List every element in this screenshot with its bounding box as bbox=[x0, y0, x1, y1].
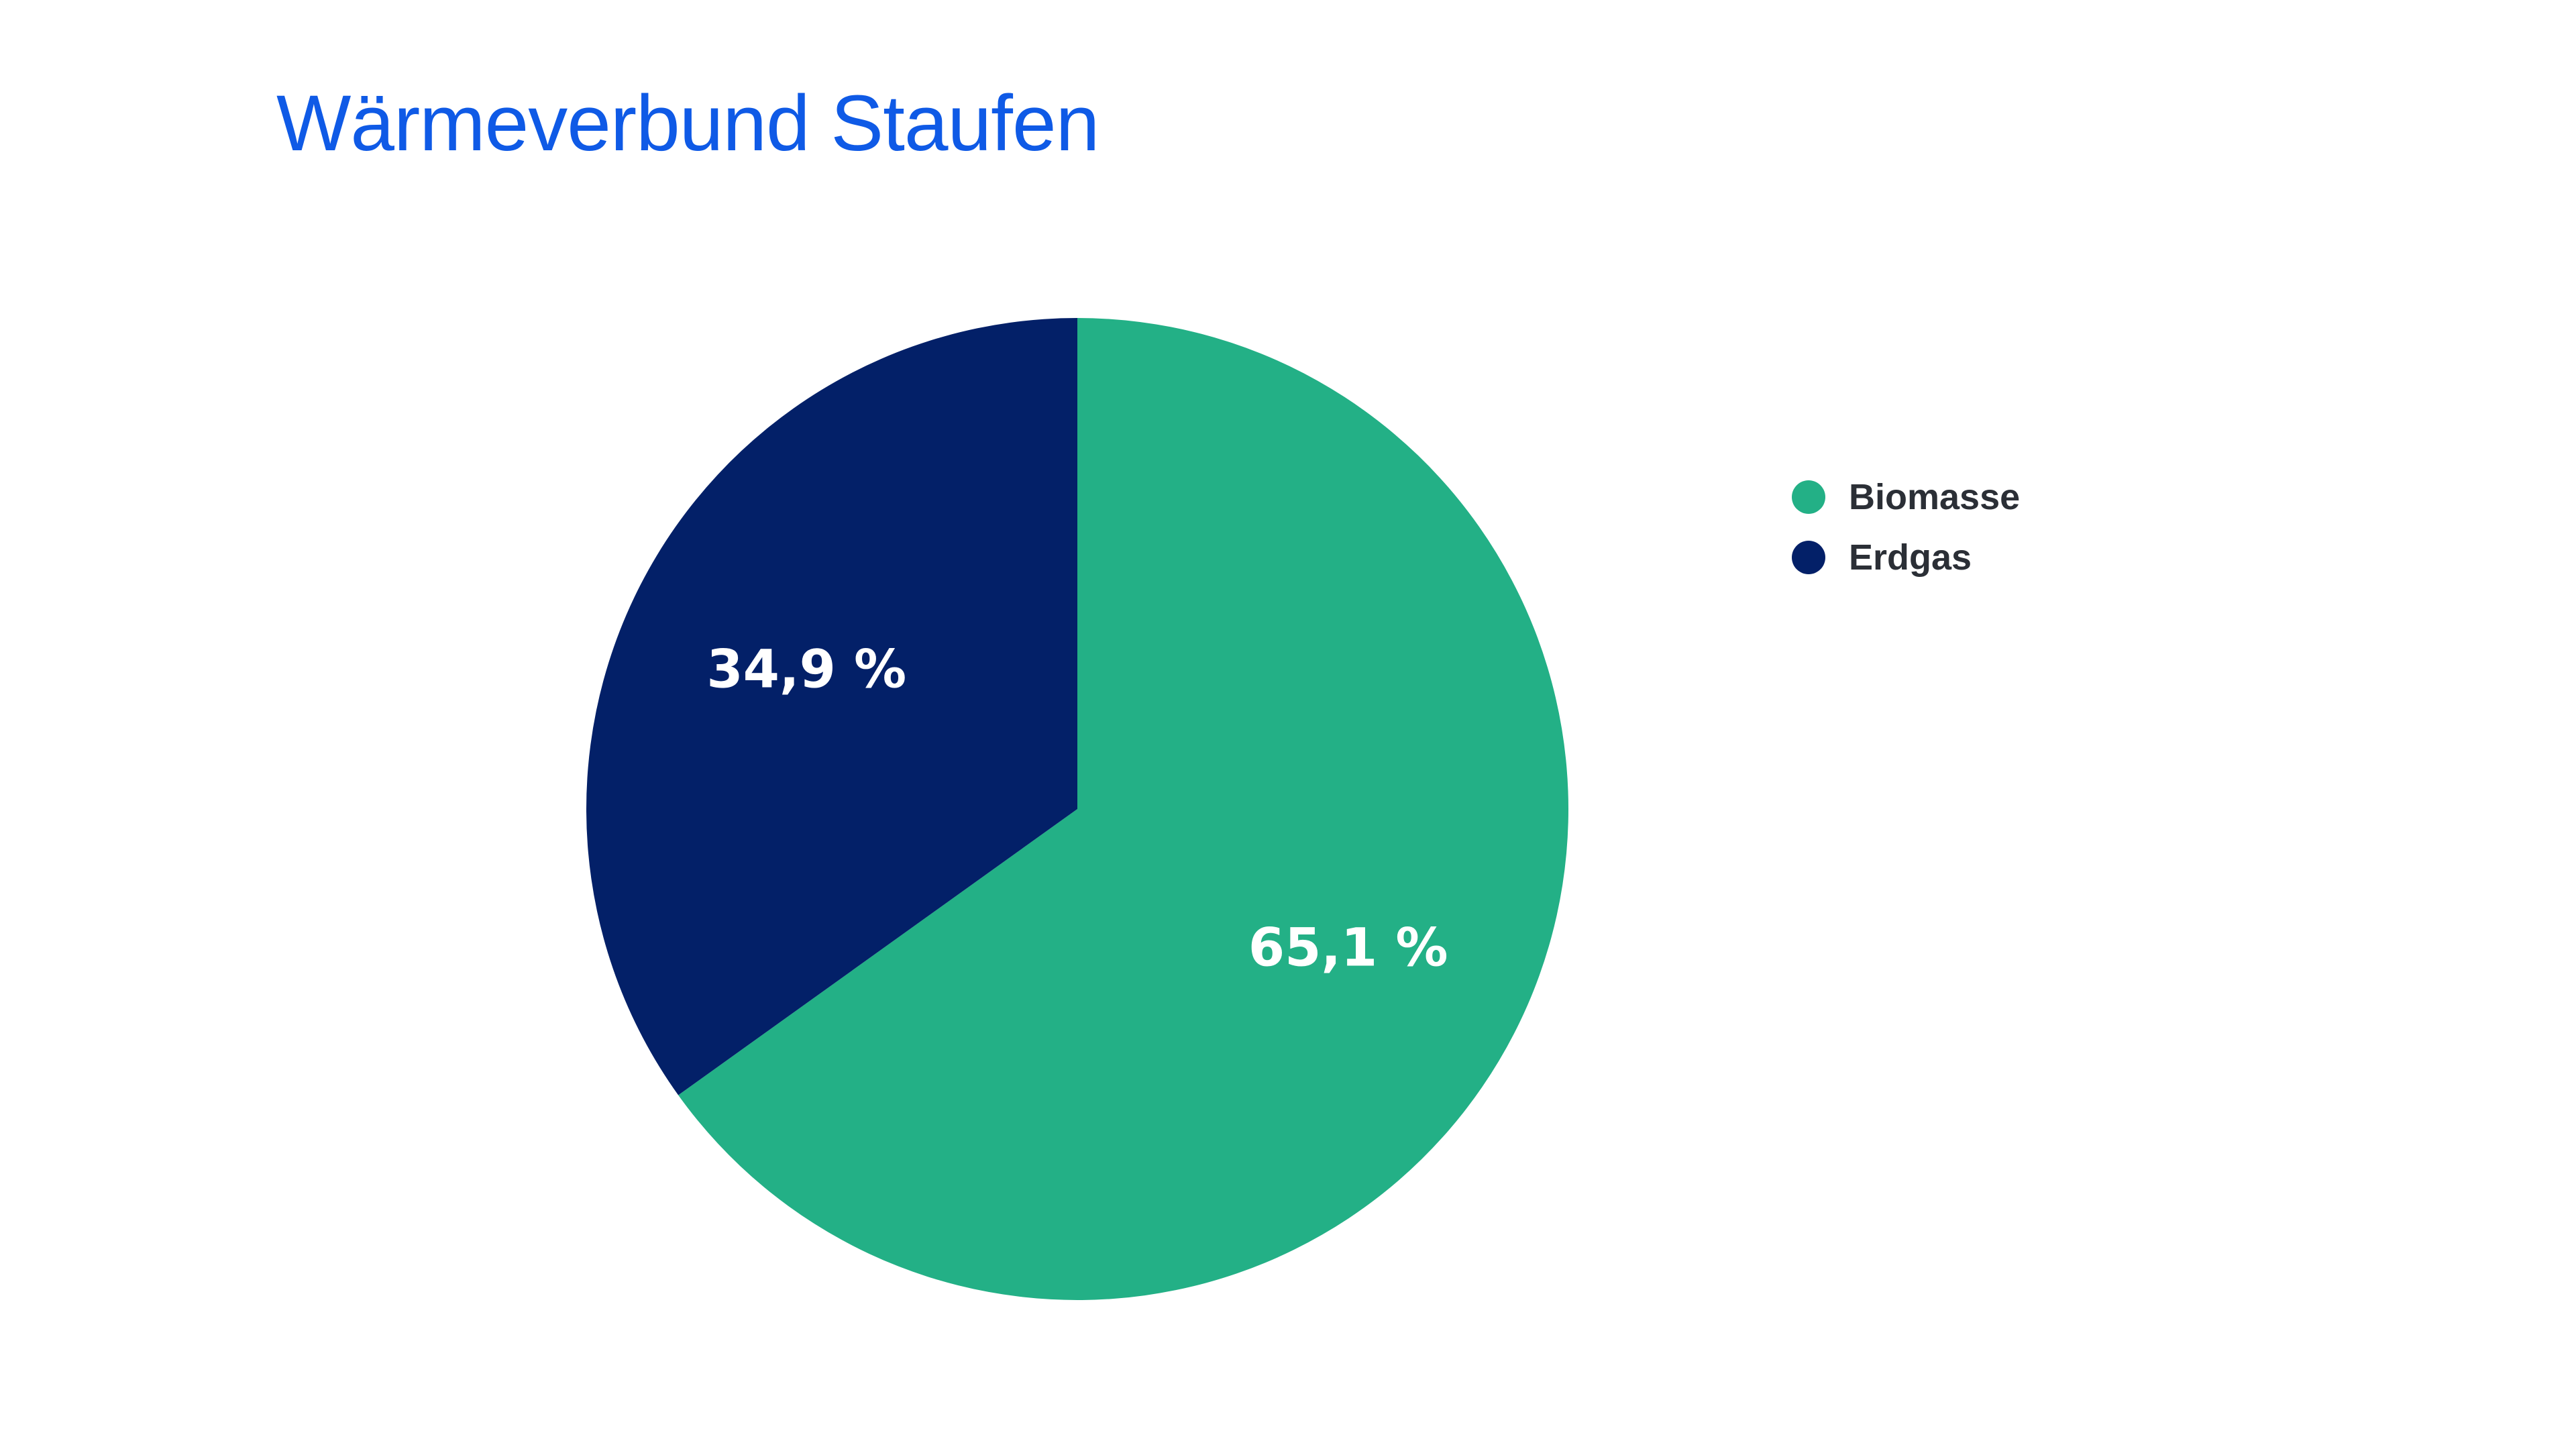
legend-marker-erdgas bbox=[1792, 541, 1825, 574]
pie-slice-erdgas bbox=[586, 318, 1077, 1095]
pie-slice-labels: 65,1 % 34,9 % bbox=[706, 640, 1448, 979]
pie-slice-biomasse bbox=[678, 318, 1569, 1300]
legend-label-erdgas: Erdgas bbox=[1849, 537, 1972, 578]
chart-title: Wärmeverbund Staufen bbox=[276, 79, 1099, 168]
chart-legend: Biomasse Erdgas bbox=[1792, 477, 2020, 578]
legend-marker-biomasse bbox=[1792, 480, 1825, 514]
legend-label-biomasse: Biomasse bbox=[1849, 477, 2020, 517]
slice-label-biomasse: 65,1 % bbox=[1248, 918, 1448, 978]
slice-label-erdgas: 34,9 % bbox=[706, 640, 906, 700]
pie-slices bbox=[586, 318, 1569, 1300]
